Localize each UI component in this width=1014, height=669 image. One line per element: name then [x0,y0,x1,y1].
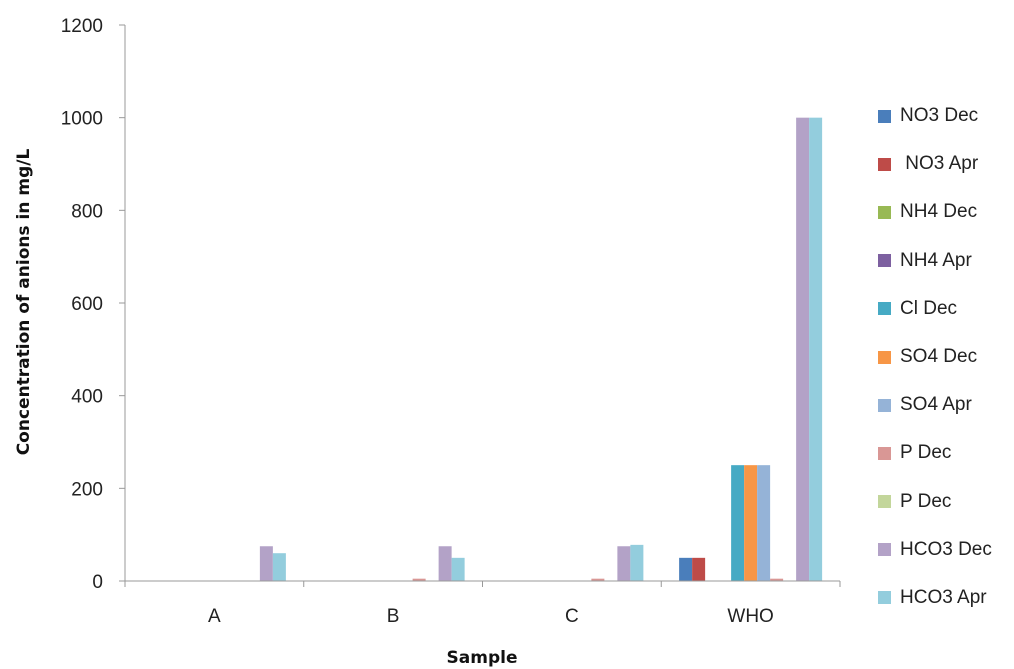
x-tick-label: A [208,606,221,627]
legend-item: SO4 Dec [878,333,1014,381]
bar [272,553,286,581]
y-tick-label: 0 [92,572,103,593]
legend-swatch [878,302,891,316]
legend-item: SO4 Apr [878,381,1014,429]
legend-item: NO3 Apr [878,140,1014,188]
bar [259,546,273,581]
legend-label: P Dec [900,442,952,464]
x-ticks: A B C WHO [124,581,841,627]
legend-swatch [878,543,891,557]
x-tick-label: WHO [727,606,773,627]
y-tick-label: 1000 [61,109,103,130]
y-tick-label: 800 [71,201,103,222]
bar [731,465,745,581]
legend-label: Cl Dec [900,297,958,319]
legend-item: NH4 Apr [878,237,1014,285]
legend-swatch [878,446,891,460]
bar [796,117,810,582]
bar [412,578,426,581]
bar [630,544,644,581]
bar [744,465,758,581]
legend-swatch [878,254,891,268]
legend-label: NO3 Apr [900,153,979,175]
bar [809,117,823,582]
bar [679,557,693,581]
y-tick-label: 600 [71,294,103,315]
bars-layer [259,117,823,582]
x-tick-label: B [387,606,400,627]
legend-swatch [878,205,891,219]
legend-swatch [878,109,891,123]
legend-label: P Dec [900,490,952,512]
legend-label: HCO3 Apr [900,586,987,608]
bar-chart: 0 200 400 600 800 1000 1200 A B C WHO Sample Conc… [14,16,841,668]
bar [692,557,706,581]
legend-label: NO3 Dec [900,105,979,127]
legend-label: NH4 Apr [900,249,972,271]
legend-label: SO4 Dec [900,346,978,368]
legend-label: HCO3 Dec [900,538,992,560]
legend-item: Cl Dec [878,285,1014,333]
x-tick-label: C [565,606,579,627]
bar [770,578,784,581]
legend-item: P Dec [878,429,1014,477]
bar [617,546,631,581]
legend-swatch [878,495,891,509]
legend-swatch [878,157,891,171]
legend-item: HCO3 Apr [878,574,1014,622]
y-tick-label: 1200 [61,16,103,37]
legend-label: NH4 Dec [900,201,978,223]
y-tick-label: 200 [71,479,103,500]
legend: NO3 Dec NO3 Apr NH4 Dec NH4 Apr Cl Dec SO4 D… [878,92,1014,622]
bar [757,465,771,581]
legend-item: P Dec [878,478,1014,526]
legend-swatch [878,398,891,412]
bar [438,546,452,581]
y-axis-title: Concentration of anions in mg/L [14,149,34,456]
y-tick-label: 400 [71,387,103,408]
y-ticks: 0 200 400 600 800 1000 1200 [61,16,125,593]
bar [591,578,605,581]
bar [451,557,465,581]
legend-item: HCO3 Dec [878,526,1014,574]
x-axis-title: Sample [447,648,518,668]
legend-label: SO4 Apr [900,394,972,416]
legend-item: NH4 Dec [878,188,1014,236]
legend-swatch [878,591,891,605]
legend-swatch [878,350,891,364]
legend-item: NO3 Dec [878,92,1014,140]
